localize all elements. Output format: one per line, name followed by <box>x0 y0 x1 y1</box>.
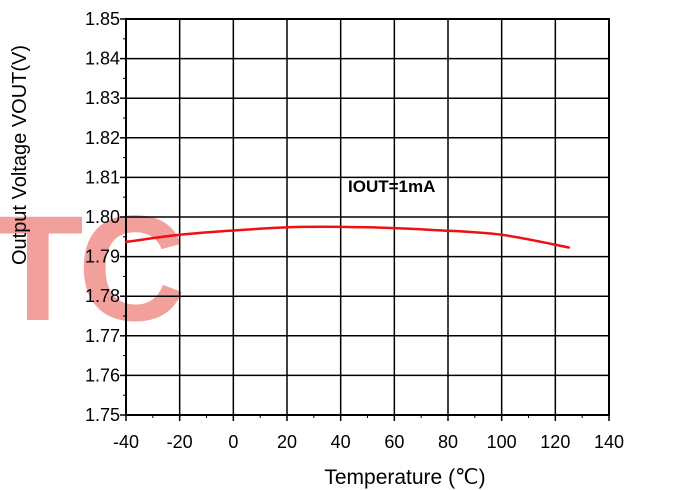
x-tick-label: 100 <box>487 432 517 452</box>
plot-frame <box>125 18 610 416</box>
y-tick-label: 1.76 <box>85 365 120 385</box>
y-tick-label: 1.85 <box>85 9 120 29</box>
x-tick-label: 120 <box>540 432 570 452</box>
x-tick-label: 20 <box>277 432 297 452</box>
y-tick-label: 1.82 <box>85 128 120 148</box>
x-tick-label: 40 <box>331 432 351 452</box>
annotation: IOUT=1mA <box>348 177 435 196</box>
tick-marks <box>120 18 610 421</box>
y-tick-label: 1.79 <box>85 247 120 267</box>
y-tick-label: 1.77 <box>85 326 120 346</box>
x-axis-label: Temperature (℃) <box>324 466 485 489</box>
y-tick-label: 1.81 <box>85 167 120 187</box>
y-tick-label: 1.83 <box>85 88 120 108</box>
y-axis-label: Output Voltage VOUT(V) <box>9 45 31 265</box>
x-tick-label: 0 <box>228 432 238 452</box>
x-tick-label: 80 <box>438 432 458 452</box>
y-tick-label: 1.80 <box>85 207 120 227</box>
x-tick-label: -20 <box>167 432 193 452</box>
y-tick-label: 1.78 <box>85 286 120 306</box>
x-tick-label: -40 <box>113 432 139 452</box>
y-tick-label: 1.75 <box>85 405 120 425</box>
x-tick-labels: -40 -20 0 20 40 60 80 100 120 140 <box>113 432 624 452</box>
y-tick-labels: 1.75 1.76 1.77 1.78 1.79 1.80 1.81 1.82 1.83 1.84… <box>85 9 120 425</box>
y-tick-label: 1.84 <box>85 49 120 69</box>
x-tick-label: 60 <box>384 432 404 452</box>
grid <box>125 18 610 416</box>
series-line <box>124 225 571 249</box>
watermark: TC <box>0 184 183 352</box>
x-tick-label: 140 <box>594 432 624 452</box>
